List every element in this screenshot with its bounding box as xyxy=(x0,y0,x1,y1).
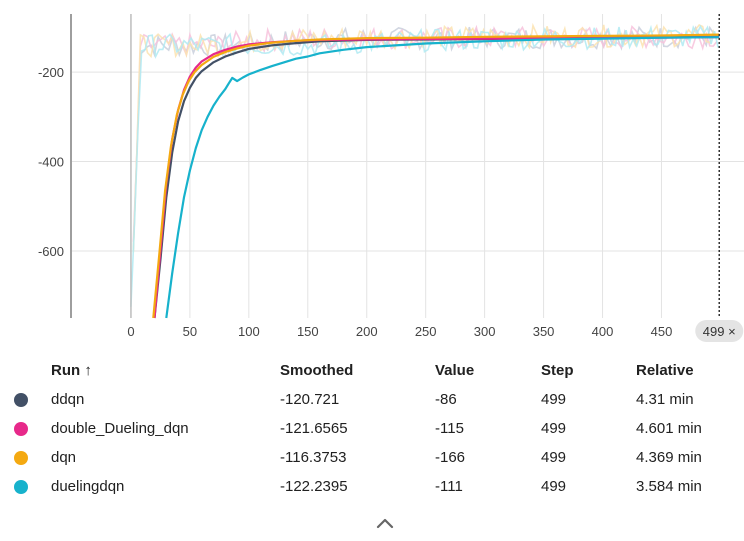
table-row[interactable]: ddqn -120.721 -86 499 4.31 min xyxy=(0,385,744,414)
x-tick-label: 350 xyxy=(533,324,555,339)
raw-line-ddqn xyxy=(132,25,718,252)
header-run[interactable]: Run ↑ xyxy=(51,362,92,379)
header-relative: Relative xyxy=(636,362,694,379)
chart-grid xyxy=(72,14,744,318)
x-tick-label: 150 xyxy=(297,324,319,339)
run-color-dot xyxy=(14,451,28,465)
raw-value: -166 xyxy=(435,449,466,466)
run-name: double_Dueling_dqn xyxy=(51,420,189,437)
table-row[interactable]: duelingdqn -122.2395 -111 499 3.584 min xyxy=(0,472,744,501)
relative-time: 4.369 min xyxy=(636,449,702,466)
run-color-dot xyxy=(14,393,28,407)
raw-value: -115 xyxy=(435,420,464,437)
x-tick-label: 200 xyxy=(356,324,378,339)
raw-line-duelingdqn xyxy=(130,24,719,307)
smoothed-line-dqn xyxy=(152,33,720,319)
table-row[interactable]: dqn -116.3753 -166 499 4.369 min xyxy=(0,443,744,472)
smoothed-value: -121.6565 xyxy=(280,420,348,437)
run-color-dot xyxy=(14,480,28,494)
step-value: 499 xyxy=(541,391,567,408)
relative-time: 4.31 min xyxy=(636,391,694,408)
step-value: 499 xyxy=(541,478,567,495)
smoothed-value: -120.721 xyxy=(280,391,340,408)
relative-time: 3.584 min xyxy=(636,478,702,495)
raw-value: -111 xyxy=(435,478,463,495)
y-tick-label: -200 xyxy=(38,65,64,80)
x-tick-label: 300 xyxy=(474,324,496,339)
x-tick-label: 100 xyxy=(238,324,260,339)
table-header-row: Run ↑ Smoothed Value Step Relative xyxy=(0,356,744,385)
raw-value: -86 xyxy=(435,391,457,408)
step-value: 499 xyxy=(541,420,567,437)
y-tick-label: -400 xyxy=(38,155,64,170)
run-name: ddqn xyxy=(51,391,85,408)
header-smoothed: Smoothed xyxy=(280,362,354,379)
run-name: dqn xyxy=(51,449,77,466)
header-value: Value xyxy=(435,362,475,379)
hover-step-chip[interactable]: 499 × xyxy=(695,320,744,342)
x-tick-label: 400 xyxy=(592,324,614,339)
run-name: duelingdqn xyxy=(51,478,125,495)
smoothed-series-lines xyxy=(152,33,720,319)
step-value: 499 xyxy=(541,449,567,466)
x-tick-label: 250 xyxy=(415,324,437,339)
smoothed-line-duelingdqn xyxy=(165,36,720,319)
x-axis-ticks: 0 50 100 150 200 250 300 350 400 450 xyxy=(127,324,672,339)
y-axis-ticks: -200 -400 -600 xyxy=(38,65,64,259)
relative-time: 4.601 min xyxy=(636,420,702,437)
hover-step-label: 499 × xyxy=(703,324,736,339)
header-step: Step xyxy=(541,362,574,379)
chart-axes xyxy=(70,14,132,318)
run-color-dot xyxy=(14,422,28,436)
smoothed-value: -116.3753 xyxy=(280,449,347,466)
table-row[interactable]: double_Dueling_dqn -121.6565 -115 499 4.… xyxy=(0,414,744,443)
raw-line-double_Dueling_dqn xyxy=(132,24,718,242)
x-tick-label: 450 xyxy=(651,324,673,339)
x-tick-label: 50 xyxy=(183,324,197,339)
chevron-up-icon[interactable] xyxy=(374,514,396,532)
hover-marker[interactable]: 499 × xyxy=(695,14,744,342)
reward-line-chart[interactable]: -200 -400 -600 0 50 100 150 200 250 300 350 400 450… xyxy=(0,0,744,345)
smoothed-value: -122.2395 xyxy=(280,478,348,495)
x-tick-label: 0 xyxy=(127,324,134,339)
y-tick-label: -600 xyxy=(38,244,64,259)
raw-series-lines xyxy=(130,22,719,307)
